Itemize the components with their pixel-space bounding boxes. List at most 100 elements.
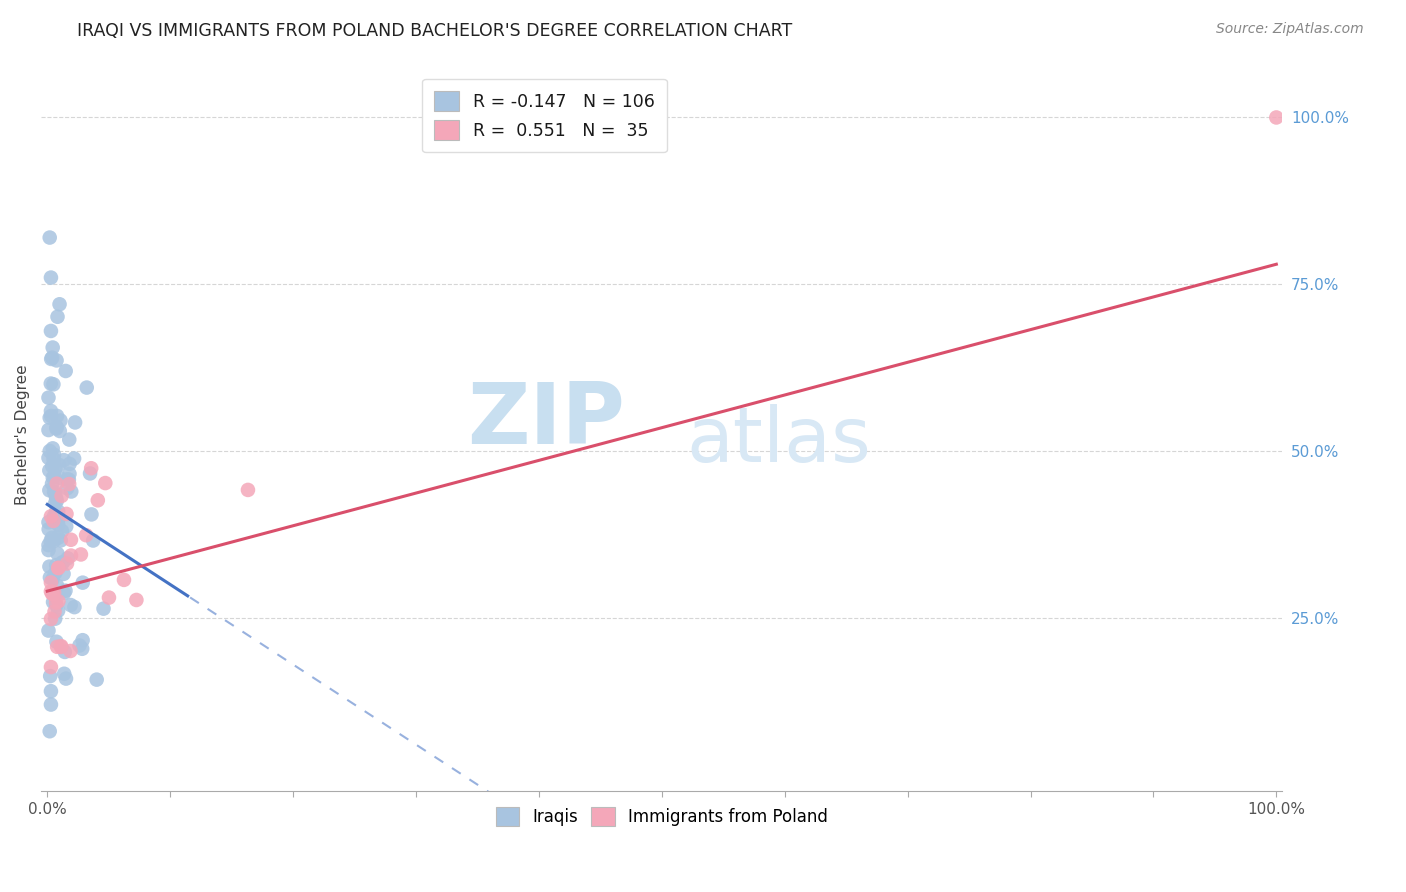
Point [59,598,82,612]
Point [48,297,70,311]
Point [75,528,97,542]
Point [39,698,62,712]
Point [39,404,62,418]
Point [44,461,66,475]
Point [72,575,94,590]
Point [63,451,86,466]
Point [39,534,62,549]
Point [46,547,69,561]
Point [58,457,80,471]
Point [46,561,69,575]
Point [37,543,59,558]
Point [39,684,62,698]
Point [86,673,108,687]
Point [46,604,69,618]
Point [45,505,67,519]
Point [49,533,72,548]
Point [53,586,76,600]
Text: ZIP: ZIP [467,378,624,461]
Point [42,595,65,609]
Point [46,409,69,423]
Point [41,459,63,474]
Point [60,484,83,499]
Point [39,324,62,338]
Point [39,584,62,599]
Point [39,669,62,683]
Point [48,471,70,485]
Point [39,270,62,285]
Point [125,593,148,607]
Point [38,522,60,536]
Point [52,453,75,467]
Point [38,483,60,498]
Point [80,508,103,522]
Point [46,531,69,545]
Point [44,469,66,483]
Point [236,483,259,497]
Point [37,538,59,552]
Point [55,519,77,533]
Point [45,421,67,435]
Point [44,612,66,626]
Point [42,484,65,499]
Text: Source: ZipAtlas.com: Source: ZipAtlas.com [1216,22,1364,37]
Point [42,587,65,601]
Point [97,591,120,605]
Point [82,533,104,548]
Legend: Iraqis, Immigrants from Poland: Iraqis, Immigrants from Poland [488,798,837,834]
Point [39,376,62,391]
Point [70,641,93,656]
Point [49,413,72,427]
Point [38,463,60,477]
Point [42,377,65,392]
Point [41,442,63,456]
Point [55,507,77,521]
Point [112,573,135,587]
Point [55,672,77,686]
Point [94,476,117,491]
Point [46,517,69,532]
Point [58,433,80,447]
Point [51,489,73,503]
Point [56,481,79,495]
Point [69,639,91,653]
Point [59,533,82,547]
Point [39,575,62,590]
Point [80,461,103,475]
Point [44,496,66,510]
Point [38,559,60,574]
Point [52,566,75,581]
Point [53,666,76,681]
Point [44,487,66,501]
Point [49,424,72,438]
Point [45,596,67,610]
Point [70,548,93,562]
Point [39,351,62,366]
Point [63,416,86,430]
Point [49,640,72,654]
Point [1265,111,1288,125]
Point [51,524,73,538]
Point [52,556,75,570]
Point [56,557,79,571]
Point [41,351,63,365]
Point [93,601,115,615]
Point [41,586,63,600]
Point [42,585,65,599]
Point [37,515,59,529]
Point [48,561,70,575]
Point [42,470,65,484]
Point [87,493,110,508]
Point [45,599,67,613]
Point [45,353,67,368]
Point [63,600,86,615]
Point [42,509,65,524]
Point [59,644,82,658]
Point [38,230,60,244]
Point [37,624,59,638]
Point [58,467,80,481]
Point [72,633,94,648]
Point [39,570,62,584]
Point [46,640,69,654]
Point [51,556,73,570]
